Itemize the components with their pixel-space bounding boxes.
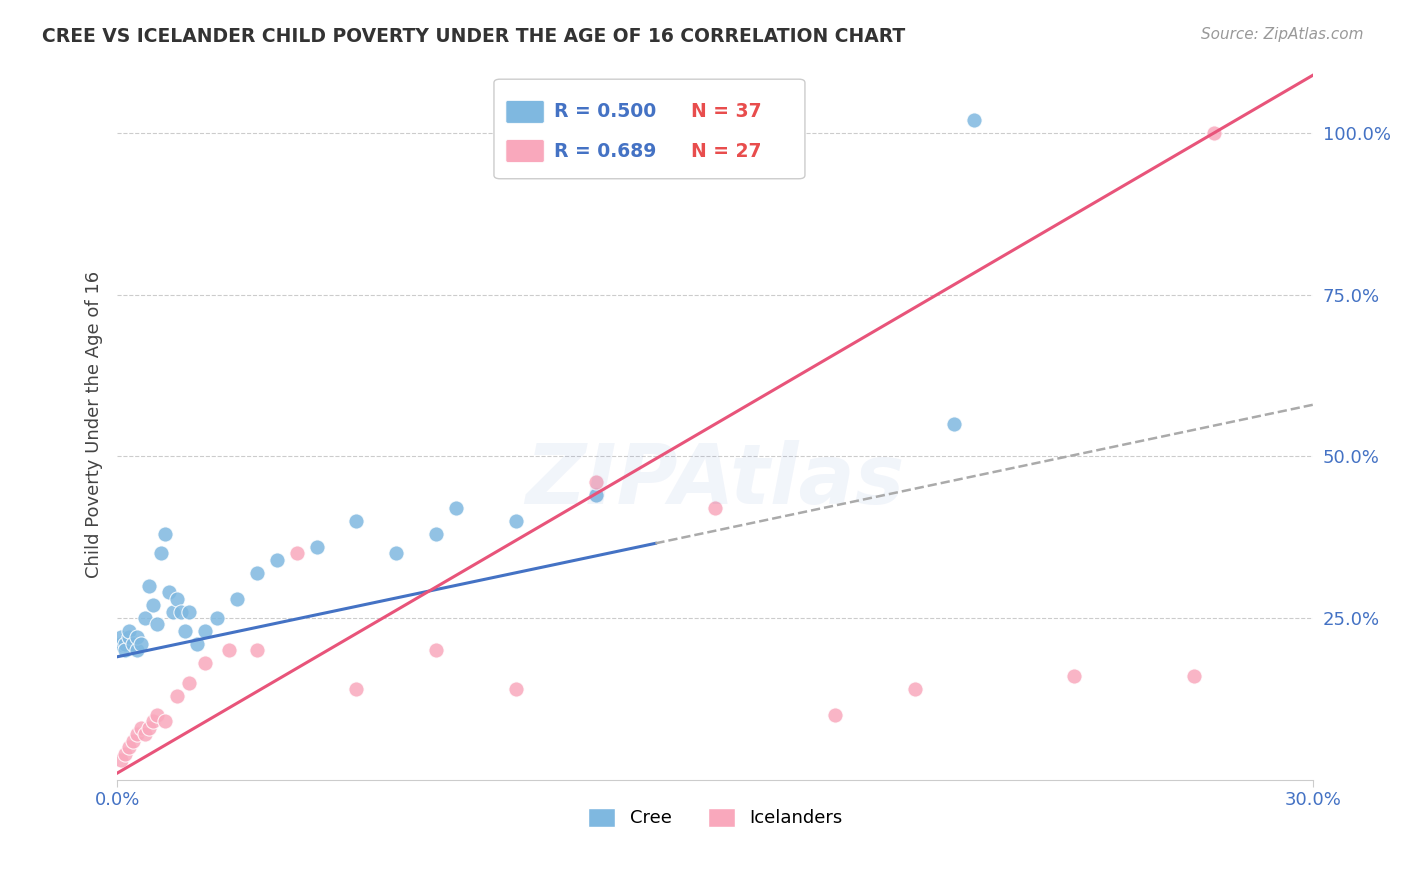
Y-axis label: Child Poverty Under the Age of 16: Child Poverty Under the Age of 16 (86, 270, 103, 578)
Point (266, 553, 288, 567)
Point (177, 605, 200, 619)
Point (903, 682, 925, 697)
Legend: Cree, Icelanders: Cree, Icelanders (581, 801, 849, 835)
Point (129, 637, 152, 651)
Point (305, 540, 328, 554)
Point (170, 605, 193, 619)
Point (110, 753, 132, 767)
Point (385, 546, 408, 560)
Point (114, 747, 136, 761)
Text: ZIPAtlas: ZIPAtlas (526, 441, 905, 522)
Point (194, 657, 217, 671)
Point (344, 514, 367, 528)
Point (943, 417, 966, 431)
Point (129, 721, 152, 735)
Point (246, 566, 269, 580)
Point (127, 631, 149, 645)
Point (127, 643, 149, 657)
Point (146, 708, 169, 723)
Point (824, 708, 846, 723)
Point (114, 637, 136, 651)
Point (177, 675, 200, 690)
Text: Source: ZipAtlas.com: Source: ZipAtlas.com (1201, 27, 1364, 42)
Point (127, 727, 149, 741)
Point (122, 637, 145, 651)
Point (344, 682, 367, 697)
Point (157, 585, 180, 599)
Point (425, 643, 447, 657)
Point (162, 605, 184, 619)
Point (142, 714, 165, 729)
Point (963, 113, 986, 128)
Point (425, 527, 447, 541)
Point (218, 643, 240, 657)
Point (118, 740, 141, 755)
Point (444, 501, 467, 516)
Point (153, 527, 176, 541)
Point (146, 617, 169, 632)
Point (110, 631, 132, 645)
Point (142, 598, 165, 612)
Point (150, 546, 173, 560)
Text: R = 0.689: R = 0.689 (554, 142, 657, 161)
Point (585, 475, 607, 490)
Point (1182, 669, 1205, 683)
Point (285, 546, 308, 560)
Point (118, 624, 141, 638)
Point (1202, 126, 1225, 140)
Text: N = 27: N = 27 (692, 142, 762, 161)
Text: CREE VS ICELANDER CHILD POVERTY UNDER THE AGE OF 16 CORRELATION CHART: CREE VS ICELANDER CHILD POVERTY UNDER TH… (42, 27, 905, 45)
FancyBboxPatch shape (494, 79, 806, 178)
Point (118, 631, 141, 645)
Point (138, 579, 160, 593)
FancyBboxPatch shape (506, 140, 544, 162)
Point (505, 682, 527, 697)
Point (166, 591, 188, 606)
Point (122, 734, 145, 748)
Point (585, 488, 607, 502)
Point (134, 611, 156, 625)
Point (205, 611, 228, 625)
Point (194, 624, 217, 638)
Point (1063, 669, 1085, 683)
Point (153, 714, 176, 729)
Text: R = 0.500: R = 0.500 (554, 103, 657, 121)
Point (186, 637, 208, 651)
Point (246, 643, 269, 657)
Point (174, 624, 197, 638)
Point (225, 591, 247, 606)
Text: N = 37: N = 37 (692, 103, 762, 121)
Point (134, 727, 156, 741)
Point (138, 721, 160, 735)
Point (114, 643, 136, 657)
Point (166, 689, 188, 703)
Point (110, 637, 132, 651)
Point (704, 501, 727, 516)
Point (505, 514, 527, 528)
FancyBboxPatch shape (506, 101, 544, 123)
